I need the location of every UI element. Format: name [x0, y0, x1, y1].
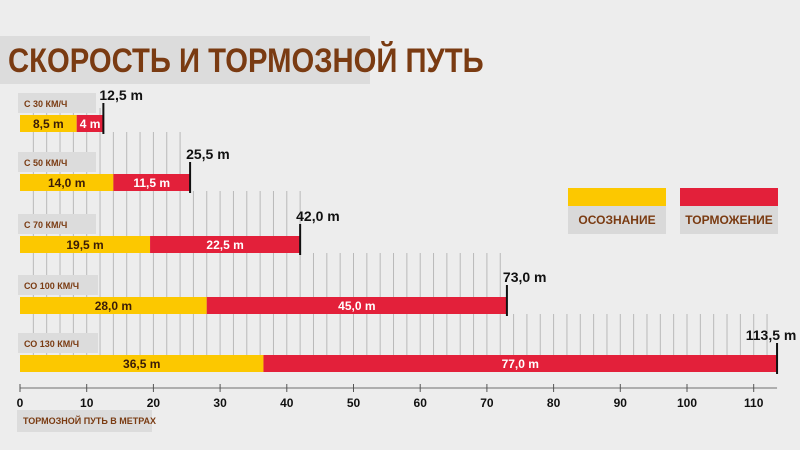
bar-braking	[263, 355, 778, 372]
bar-reaction	[20, 236, 151, 253]
title-banner: СКОРОСТЬ И ТОРМОЗНОЙ ПУТЬ	[0, 36, 484, 84]
x-tick-label: 50	[347, 396, 361, 410]
category-label-box	[18, 275, 98, 295]
x-tick-label: 20	[147, 396, 161, 410]
x-tick-label: 80	[547, 396, 561, 410]
bar-label-reaction: 14,0 m	[48, 176, 85, 190]
category-label-box	[18, 93, 96, 113]
x-tick-label: 60	[414, 396, 428, 410]
x-tick-label: 0	[17, 396, 24, 410]
bar-label-braking: 45,0 m	[338, 299, 375, 313]
legend-label-braking: ТОРМОЖЕНИЕ	[680, 206, 778, 234]
bar-label-braking: 77,0 m	[502, 357, 539, 371]
bar-reaction	[20, 355, 264, 372]
total-label: 42,0 m	[296, 208, 340, 224]
x-tick-label: 10	[80, 396, 94, 410]
bar-label-reaction: 28,0 m	[95, 299, 132, 313]
category-label: СО 130 КМ/Ч	[24, 339, 79, 349]
x-tick-label: 40	[280, 396, 294, 410]
x-tick-label: 100	[677, 396, 697, 410]
bar-label-braking: 22,5 m	[206, 238, 243, 252]
bar-reaction	[20, 297, 207, 314]
x-axis-caption: ТОРМОЗНОЙ ПУТЬ В МЕТРАХ	[23, 416, 157, 426]
x-tick-label: 110	[744, 396, 764, 410]
bar-braking	[76, 115, 104, 132]
chart-title: СКОРОСТЬ И ТОРМОЗНОЙ ПУТЬ	[8, 42, 484, 80]
category-label: СО 100 КМ/Ч	[24, 281, 79, 291]
bar-braking	[113, 174, 191, 191]
total-label: 113,5 m	[746, 327, 797, 343]
bar-reaction	[20, 174, 114, 191]
axis-caption-box: ТОРМОЗНОЙ ПУТЬ В МЕТРАХ	[17, 410, 156, 432]
bar-label-braking: 11,5 m	[133, 176, 170, 190]
x-tick-label: 30	[213, 396, 227, 410]
category-label: С 30 КМ/Ч	[24, 99, 67, 109]
x-tick-label: 90	[614, 396, 628, 410]
legend-swatch-reaction	[568, 188, 666, 206]
category-label-box	[18, 152, 96, 172]
category-label-box	[18, 214, 96, 234]
category-label: С 70 КМ/Ч	[24, 220, 67, 230]
bar-braking	[150, 236, 301, 253]
legend-swatch-braking	[680, 188, 778, 206]
category-label-box	[18, 333, 98, 353]
bar-label-braking: 4 m	[80, 117, 101, 131]
bar-reaction	[20, 115, 77, 132]
bar-braking	[206, 297, 507, 314]
total-label: 12,5 m	[99, 87, 143, 103]
bar-label-reaction: 8,5 m	[33, 117, 64, 131]
legend-label-reaction: ОСОЗНАНИЕ	[568, 206, 666, 234]
total-label: 25,5 m	[186, 146, 230, 162]
bar-label-reaction: 19,5 m	[66, 238, 103, 252]
category-label: С 50 КМ/Ч	[24, 158, 67, 168]
bar-label-reaction: 36,5 m	[123, 357, 160, 371]
x-tick-label: 70	[480, 396, 494, 410]
total-label: 73,0 m	[503, 269, 547, 285]
